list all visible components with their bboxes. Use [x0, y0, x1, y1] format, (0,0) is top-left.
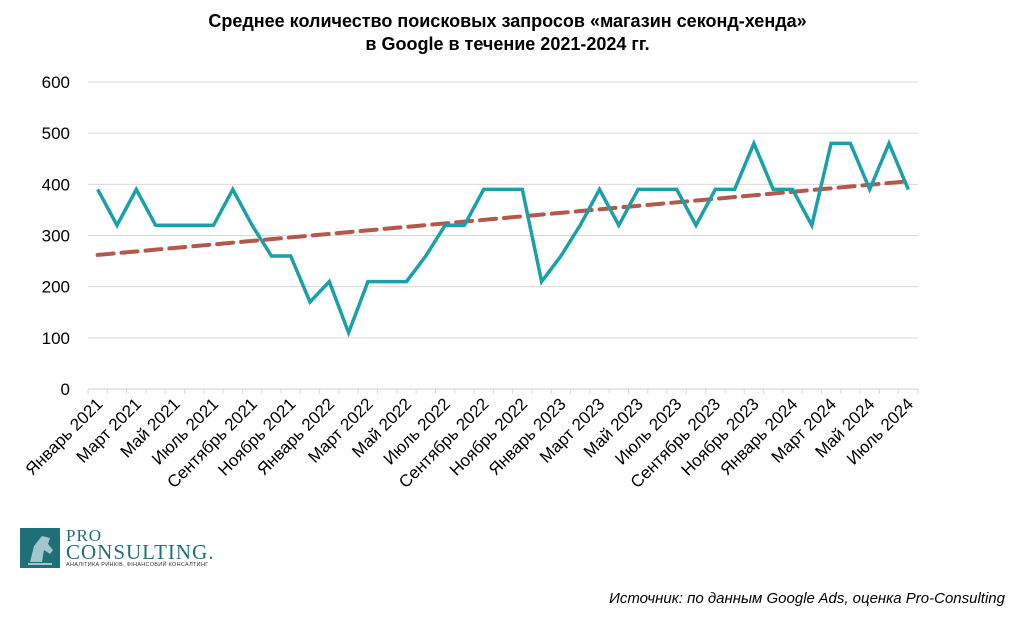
- y-tick-label: 0: [61, 380, 70, 399]
- logo-consulting-text: CONSULTING.: [66, 540, 215, 564]
- title-line-2: в Google в течение 2021-2024 гг.: [365, 34, 650, 54]
- trend-line: [95, 179, 911, 257]
- y-tick-label: 500: [42, 124, 70, 143]
- logo-pro-text: PRO: [66, 526, 103, 545]
- y-tick-label: 200: [42, 278, 70, 297]
- y-tick-label: 100: [42, 329, 70, 348]
- series-layer: [95, 138, 911, 338]
- horse-head-icon: [28, 536, 53, 565]
- chart-title: Среднее количество поисковых запросов «м…: [0, 10, 1015, 56]
- logo-emblem-icon: [20, 528, 60, 568]
- y-axis-ticks: 0 100 200 300 400 500 600: [42, 73, 70, 399]
- gridlines: [88, 81, 918, 339]
- series-line-searches: [96, 138, 910, 338]
- logo-tagline: АНАЛІТИКА РИНКІВ, ФІНАНСОВИЙ КОНСАЛТИНГ: [66, 562, 209, 568]
- source-note: Источник: по данным Google Ads, оценка P…: [609, 590, 1005, 607]
- y-tick-label: 600: [42, 73, 70, 92]
- y-tick-label: 300: [42, 227, 70, 246]
- y-tick-label: 400: [42, 175, 70, 194]
- pro-consulting-logo: PRO CONSULTING. АНАЛІТИКА РИНКІВ, ФІНАНС…: [20, 526, 220, 572]
- title-line-1: Среднее количество поисковых запросов «м…: [208, 11, 807, 31]
